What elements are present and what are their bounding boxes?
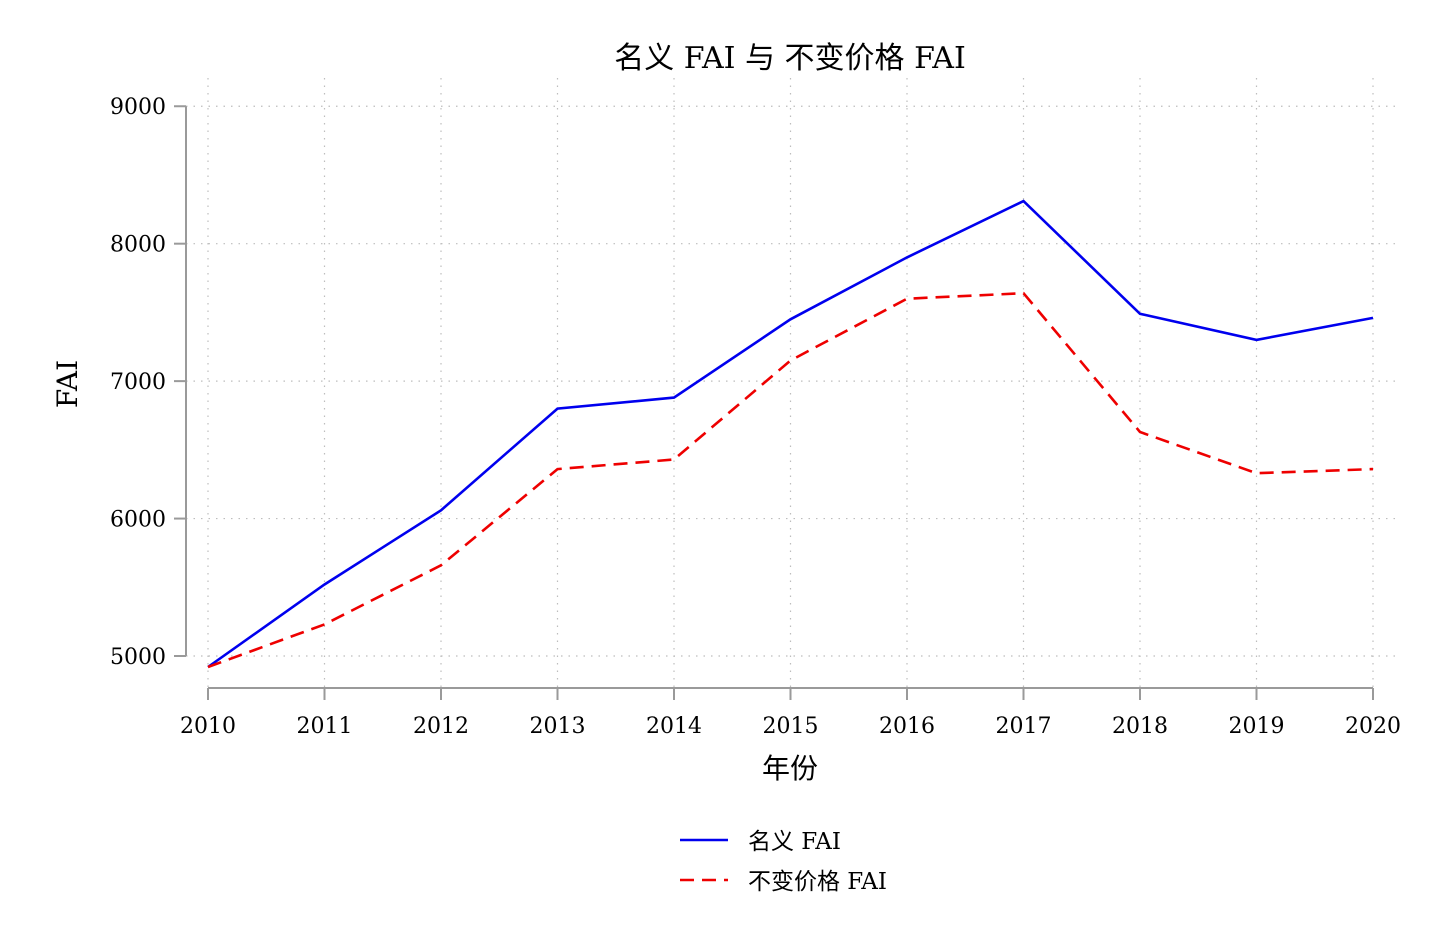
x-tick-label: 2012 [413, 714, 469, 739]
x-tick-label: 2017 [996, 714, 1052, 739]
series-line-nominal-fai [207, 199, 1374, 669]
x-tick-label: 2018 [1112, 714, 1168, 739]
grid [186, 78, 1395, 688]
legend-label-nominal: 名义 FAI [748, 829, 841, 855]
legend-label-constant-price: 不变价格 FAI [748, 869, 887, 895]
y-tick-label: 5000 [110, 645, 166, 670]
axes [174, 105, 1374, 700]
tick-labels: 2010 2011 2012 2013 2014 2015 2016 2017 2018 2019… [110, 95, 1401, 739]
x-tick-label: 2013 [530, 714, 586, 739]
y-tick-label: 9000 [110, 95, 166, 120]
y-tick-label: 8000 [110, 233, 166, 258]
y-tick-label: 6000 [110, 508, 166, 533]
y-tick-label: 7000 [110, 370, 166, 395]
x-tick-label: 2019 [1229, 714, 1285, 739]
chart-title: 名义 FAI 与 不变价格 FAI [614, 41, 966, 76]
series-line-constant-price-fai [207, 291, 1374, 669]
series-lines [207, 199, 1374, 669]
x-tick-label: 2011 [297, 714, 353, 739]
y-axis-title: FAI [51, 360, 84, 408]
x-tick-label: 2010 [180, 714, 236, 739]
x-tick-label: 2014 [646, 714, 702, 739]
x-tick-label: 2020 [1345, 714, 1401, 739]
x-axis-title: 年份 [762, 752, 818, 785]
x-tick-label: 2015 [763, 714, 819, 739]
x-tick-label: 2016 [879, 714, 935, 739]
legend: 名义 FAI 不变价格 FAI [680, 829, 887, 895]
